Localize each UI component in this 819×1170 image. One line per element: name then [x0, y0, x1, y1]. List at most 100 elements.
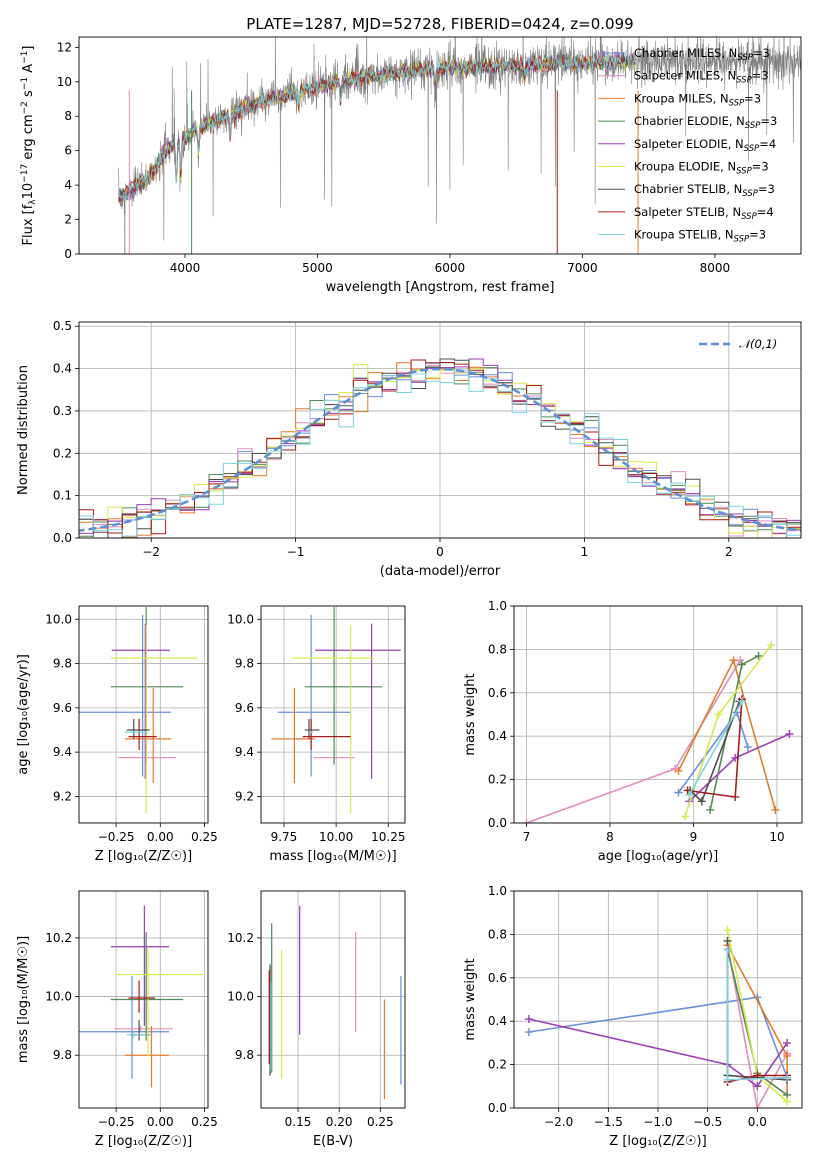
- errorbar-group: [271, 607, 401, 814]
- legend-entry-base: Kroupa STELIB, N: [634, 228, 734, 242]
- weight-point-marker: [783, 1073, 792, 1082]
- y-tick-label: 10.0: [45, 612, 72, 626]
- x-tick-label: 5000: [302, 261, 333, 275]
- y-tick-label: 9.2: [235, 789, 254, 803]
- y-tick-label: 10.0: [45, 990, 72, 1004]
- age-vs-mass-panel: 9.75 10.00 10.25 9.2 9.4 9.6 9.8 10.0 mass [log₁…: [227, 605, 405, 864]
- errorbar-group: [79, 607, 198, 814]
- histogram-step: [79, 369, 801, 537]
- weight-point-marker: [729, 656, 738, 665]
- y-tick-label: 1.0: [488, 599, 507, 613]
- x-tick-label: 0.20: [326, 1115, 353, 1129]
- x-tick-label: 1: [581, 545, 589, 559]
- x-tick-label: 2: [725, 545, 733, 559]
- x-tick-label: 0.25: [191, 830, 218, 844]
- x-tick-label: 10: [769, 830, 784, 844]
- x-axis-label: Z [log₁₀(Z/Z☉)]: [95, 849, 192, 864]
- x-axis-label: (data-model)/error: [380, 564, 501, 579]
- x-tick-label: −0.25: [98, 1115, 135, 1129]
- legend-entry-base: Kroupa MILES, N: [634, 91, 729, 105]
- x-tick-label: 10.25: [371, 830, 405, 844]
- x-tick-label: 0.00: [147, 1115, 174, 1129]
- y-axis-label: mass [log₁₀(M/M☉)]: [16, 936, 31, 1063]
- weight-point-marker: [783, 1038, 792, 1047]
- weight-point-marker: [685, 790, 694, 799]
- y-tick-label: 4: [64, 178, 72, 192]
- residual-histogram-panel: −2 −1 0 1 2 0.0 0.1 0.2 0.3 0.4 0.5 (data-model)/er…: [16, 319, 802, 579]
- y-tick-label: 0.5: [53, 319, 72, 333]
- x-tick-label: 4000: [170, 261, 201, 275]
- y-tick-label: 0.0: [53, 531, 72, 545]
- x-axis-label: E(B-V): [313, 1134, 353, 1149]
- y-tick-label: 0.4: [488, 1014, 507, 1028]
- weight-point-marker: [697, 797, 706, 806]
- x-tick-label: 10.00: [319, 830, 353, 844]
- legend-entry-suffix: =3: [749, 228, 766, 242]
- weight-point-marker: [714, 710, 723, 719]
- x-tick-label: 8: [606, 830, 614, 844]
- y-tick-label: 9.8: [53, 1048, 72, 1062]
- y-tick-label: 9.2: [53, 789, 72, 803]
- legend-entry-suffix: =3: [752, 69, 769, 83]
- weight-lines-group: [522, 641, 794, 823]
- legend-entry-subscript: SSP: [736, 76, 752, 86]
- y-tick-label: 0.0: [488, 1101, 507, 1115]
- gaussian-reference-curve: [79, 367, 801, 532]
- x-tick-label: −1: [287, 545, 305, 559]
- weight-series-line: [709, 655, 759, 811]
- y-tick-label: 0.8: [488, 927, 507, 941]
- weight-point-marker: [723, 945, 732, 954]
- legend-entry-base: Salpeter STELIB, N: [634, 205, 741, 219]
- x-axis-label: Z [log₁₀(Z/Z☉)]: [95, 1134, 192, 1149]
- x-tick-label: 0.15: [285, 1115, 312, 1129]
- weight-point-marker: [674, 788, 683, 797]
- plot-frame: [78, 890, 209, 1109]
- legend-entry-suffix: =4: [759, 137, 776, 151]
- weight-point-marker: [753, 1082, 762, 1091]
- legend-entry-subscript: SSP: [737, 53, 753, 63]
- y-tick-label: 1.0: [488, 884, 507, 898]
- weight-point-marker: [771, 805, 780, 814]
- plot-frame: [78, 321, 802, 539]
- x-tick-label: 9: [690, 830, 698, 844]
- x-tick-label: 7: [523, 830, 531, 844]
- weight-point-marker: [753, 1104, 762, 1108]
- weight-point-marker: [783, 1051, 792, 1060]
- weight-point-marker: [731, 792, 740, 801]
- weight-vs-metallicity-panel: −2.0 −1.5 −1.0 −0.5 0.0 0.0 0.2 0.4 0.6 0.8 1.0 Z […: [463, 884, 803, 1149]
- y-axis-label: mass weight: [463, 958, 478, 1040]
- weight-point-marker: [783, 1097, 792, 1106]
- y-tick-label: 9.8: [235, 657, 254, 671]
- y-axis-label: mass weight: [463, 673, 478, 755]
- x-tick-label: 0.0: [748, 1115, 767, 1129]
- legend-entry-subscript: SSP: [736, 167, 752, 177]
- spectrum-model-line: [118, 52, 636, 201]
- legend-entry-subscript: SSP: [741, 212, 757, 222]
- y-tick-label: 0.4: [488, 729, 507, 743]
- y-tick-label: 9.8: [235, 1048, 254, 1062]
- weight-point-marker: [737, 660, 746, 669]
- y-tick-label: 0.3: [53, 404, 72, 418]
- y-tick-label: 10.2: [227, 931, 254, 945]
- legend-entry-base: Salpeter ELODIE, N: [634, 137, 744, 151]
- errorbar-group: [79, 905, 203, 1088]
- y-axis-label: Normed distribution: [16, 365, 31, 495]
- legend-entry-subscript: SSP: [729, 98, 745, 108]
- y-tick-label: 6: [64, 144, 72, 158]
- x-tick-label: 0.25: [191, 1115, 218, 1129]
- figure-title: PLATE=1287, MJD=52728, FIBERID=0424, z=0…: [246, 15, 633, 33]
- legend-entry-label: Chabrier MILES, NSSP=3: [634, 46, 770, 63]
- x-tick-label: 0: [436, 545, 444, 559]
- weight-point-marker: [524, 1028, 533, 1037]
- legend-entry-label: Chabrier STELIB, NSSP=3: [634, 182, 775, 199]
- x-tick-label: −0.25: [98, 830, 135, 844]
- x-tick-label: 8000: [700, 261, 731, 275]
- legend-entry-label: Kroupa MILES, NSSP=3: [634, 91, 761, 108]
- plot-frame: [260, 890, 406, 1109]
- y-tick-label: 0.2: [488, 773, 507, 787]
- x-tick-label: −2: [142, 545, 160, 559]
- x-axis-label: wavelength [Angstrom, rest frame]: [326, 280, 555, 295]
- weight-vs-age-panel: 7 8 9 10 0.0 0.2 0.4 0.6 0.8 1.0 age [log₁₀(age/yr…: [463, 599, 803, 864]
- legend-entry-suffix: =3: [744, 91, 761, 105]
